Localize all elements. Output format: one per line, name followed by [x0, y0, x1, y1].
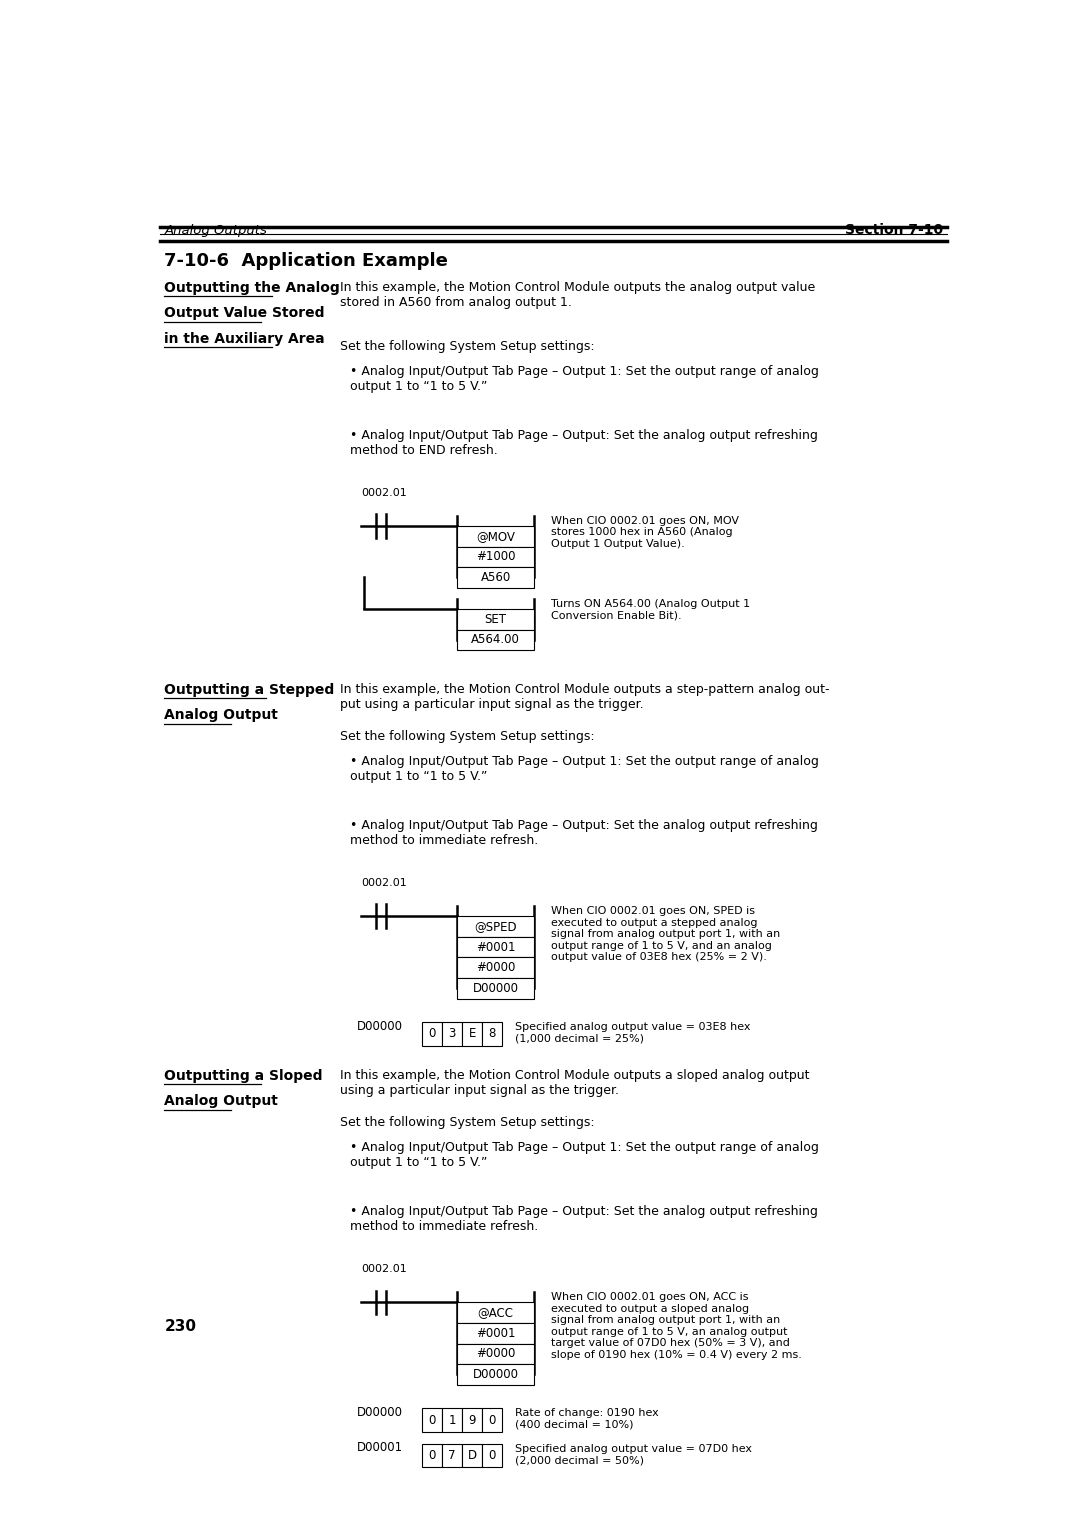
Bar: [457, 547, 535, 567]
Text: SET: SET: [485, 613, 507, 626]
Text: D00000: D00000: [473, 983, 518, 995]
Text: A564.00: A564.00: [471, 633, 521, 646]
Bar: [462, 1022, 483, 1045]
Text: A560: A560: [481, 571, 511, 584]
Text: @SPED: @SPED: [474, 920, 517, 934]
Text: #0001: #0001: [476, 1326, 515, 1340]
Bar: [457, 1302, 535, 1323]
Text: When CIO 0002.01 goes ON, ACC is
executed to output a sloped analog
signal from : When CIO 0002.01 goes ON, ACC is execute…: [551, 1293, 801, 1360]
Text: In this example, the Motion Control Module outputs a sloped analog output
using : In this example, the Motion Control Modu…: [340, 1070, 810, 1097]
Text: in the Auxiliary Area: in the Auxiliary Area: [164, 332, 325, 345]
Text: 9: 9: [469, 1413, 476, 1427]
Bar: [457, 1365, 535, 1384]
Bar: [457, 526, 535, 547]
Text: 8: 8: [489, 1027, 496, 1041]
Text: 0: 0: [429, 1449, 436, 1462]
Text: @MOV: @MOV: [476, 530, 515, 542]
Bar: [457, 937, 535, 958]
Text: D00000: D00000: [356, 1406, 403, 1420]
Text: 0: 0: [429, 1027, 436, 1041]
Text: Specified analog output value = 03E8 hex
(1,000 decimal = 25%): Specified analog output value = 03E8 hex…: [515, 1022, 751, 1044]
Text: • Analog Input/Output Tab Page – Output: Set the analog output refreshing
method: • Analog Input/Output Tab Page – Output:…: [350, 819, 818, 847]
Text: In this example, the Motion Control Module outputs a step-pattern analog out-
pu: In this example, the Motion Control Modu…: [340, 683, 829, 711]
Text: Output Value Stored: Output Value Stored: [164, 306, 325, 321]
Bar: [442, 1409, 462, 1432]
Text: Turns ON A564.00 (Analog Output 1
Conversion Enable Bit).: Turns ON A564.00 (Analog Output 1 Conver…: [551, 599, 751, 620]
Text: 7: 7: [448, 1449, 456, 1462]
Text: #0000: #0000: [476, 961, 515, 975]
Text: 0: 0: [429, 1413, 436, 1427]
Text: • Analog Input/Output Tab Page – Output 1: Set the output range of analog
output: • Analog Input/Output Tab Page – Output …: [350, 1141, 819, 1169]
Bar: [457, 958, 535, 978]
Text: 7-10-6  Application Example: 7-10-6 Application Example: [164, 252, 448, 269]
Bar: [457, 567, 535, 588]
Text: Outputting the Analog: Outputting the Analog: [164, 281, 340, 295]
Text: 230: 230: [164, 1319, 197, 1334]
Text: @ACC: @ACC: [477, 1306, 514, 1319]
Text: 3: 3: [448, 1027, 456, 1041]
Bar: [457, 978, 535, 999]
Text: • Analog Input/Output Tab Page – Output: Set the analog output refreshing
method: • Analog Input/Output Tab Page – Output:…: [350, 429, 818, 457]
Text: • Analog Input/Output Tab Page – Output 1: Set the output range of analog
output: • Analog Input/Output Tab Page – Output …: [350, 365, 819, 393]
Text: Specified analog output value = 07D0 hex
(2,000 decimal = 50%): Specified analog output value = 07D0 hex…: [515, 1444, 752, 1465]
Bar: [422, 1022, 442, 1045]
Text: In this example, the Motion Control Module outputs the analog output value
store: In this example, the Motion Control Modu…: [340, 281, 815, 309]
Text: D00001: D00001: [356, 1441, 403, 1455]
Text: #0000: #0000: [476, 1348, 515, 1360]
Bar: [422, 1444, 442, 1467]
Text: When CIO 0002.01 goes ON, MOV
stores 1000 hex in A560 (Analog
Output 1 Output Va: When CIO 0002.01 goes ON, MOV stores 100…: [551, 515, 739, 549]
Bar: [442, 1444, 462, 1467]
Text: Analog Output: Analog Output: [164, 709, 279, 723]
Text: 0002.01: 0002.01: [361, 1264, 407, 1274]
Text: • Analog Input/Output Tab Page – Output: Set the analog output refreshing
method: • Analog Input/Output Tab Page – Output:…: [350, 1206, 818, 1233]
Text: 0002.01: 0002.01: [361, 487, 407, 498]
Bar: [462, 1409, 483, 1432]
Text: Set the following System Setup settings:: Set the following System Setup settings:: [340, 1117, 595, 1129]
Text: Rate of change: 0190 hex
(400 decimal = 10%): Rate of change: 0190 hex (400 decimal = …: [515, 1409, 659, 1430]
Text: D00000: D00000: [356, 1019, 403, 1033]
Bar: [483, 1022, 502, 1045]
Bar: [457, 917, 535, 937]
Text: 0002.01: 0002.01: [361, 879, 407, 888]
Text: Analog Outputs: Analog Outputs: [164, 225, 267, 237]
Text: Analog Output: Analog Output: [164, 1094, 279, 1108]
Text: • Analog Input/Output Tab Page – Output 1: Set the output range of analog
output: • Analog Input/Output Tab Page – Output …: [350, 755, 819, 782]
Bar: [457, 630, 535, 649]
Text: D00000: D00000: [473, 1368, 518, 1381]
Text: When CIO 0002.01 goes ON, SPED is
executed to output a stepped analog
signal fro: When CIO 0002.01 goes ON, SPED is execut…: [551, 906, 780, 963]
Text: Outputting a Sloped: Outputting a Sloped: [164, 1070, 323, 1083]
Text: E: E: [469, 1027, 476, 1041]
Text: #0001: #0001: [476, 941, 515, 953]
Bar: [462, 1444, 483, 1467]
Text: D: D: [468, 1449, 477, 1462]
Bar: [442, 1022, 462, 1045]
Text: Section 7-10: Section 7-10: [845, 223, 943, 237]
Text: #1000: #1000: [476, 550, 515, 564]
Bar: [483, 1409, 502, 1432]
Bar: [457, 1323, 535, 1343]
Text: 0: 0: [489, 1449, 496, 1462]
Bar: [422, 1409, 442, 1432]
Text: 0: 0: [489, 1413, 496, 1427]
Text: Set the following System Setup settings:: Set the following System Setup settings:: [340, 339, 595, 353]
Bar: [483, 1444, 502, 1467]
Bar: [457, 610, 535, 630]
Text: Set the following System Setup settings:: Set the following System Setup settings:: [340, 730, 595, 743]
Bar: [457, 1343, 535, 1365]
Text: Outputting a Stepped: Outputting a Stepped: [164, 683, 335, 697]
Text: 1: 1: [448, 1413, 456, 1427]
